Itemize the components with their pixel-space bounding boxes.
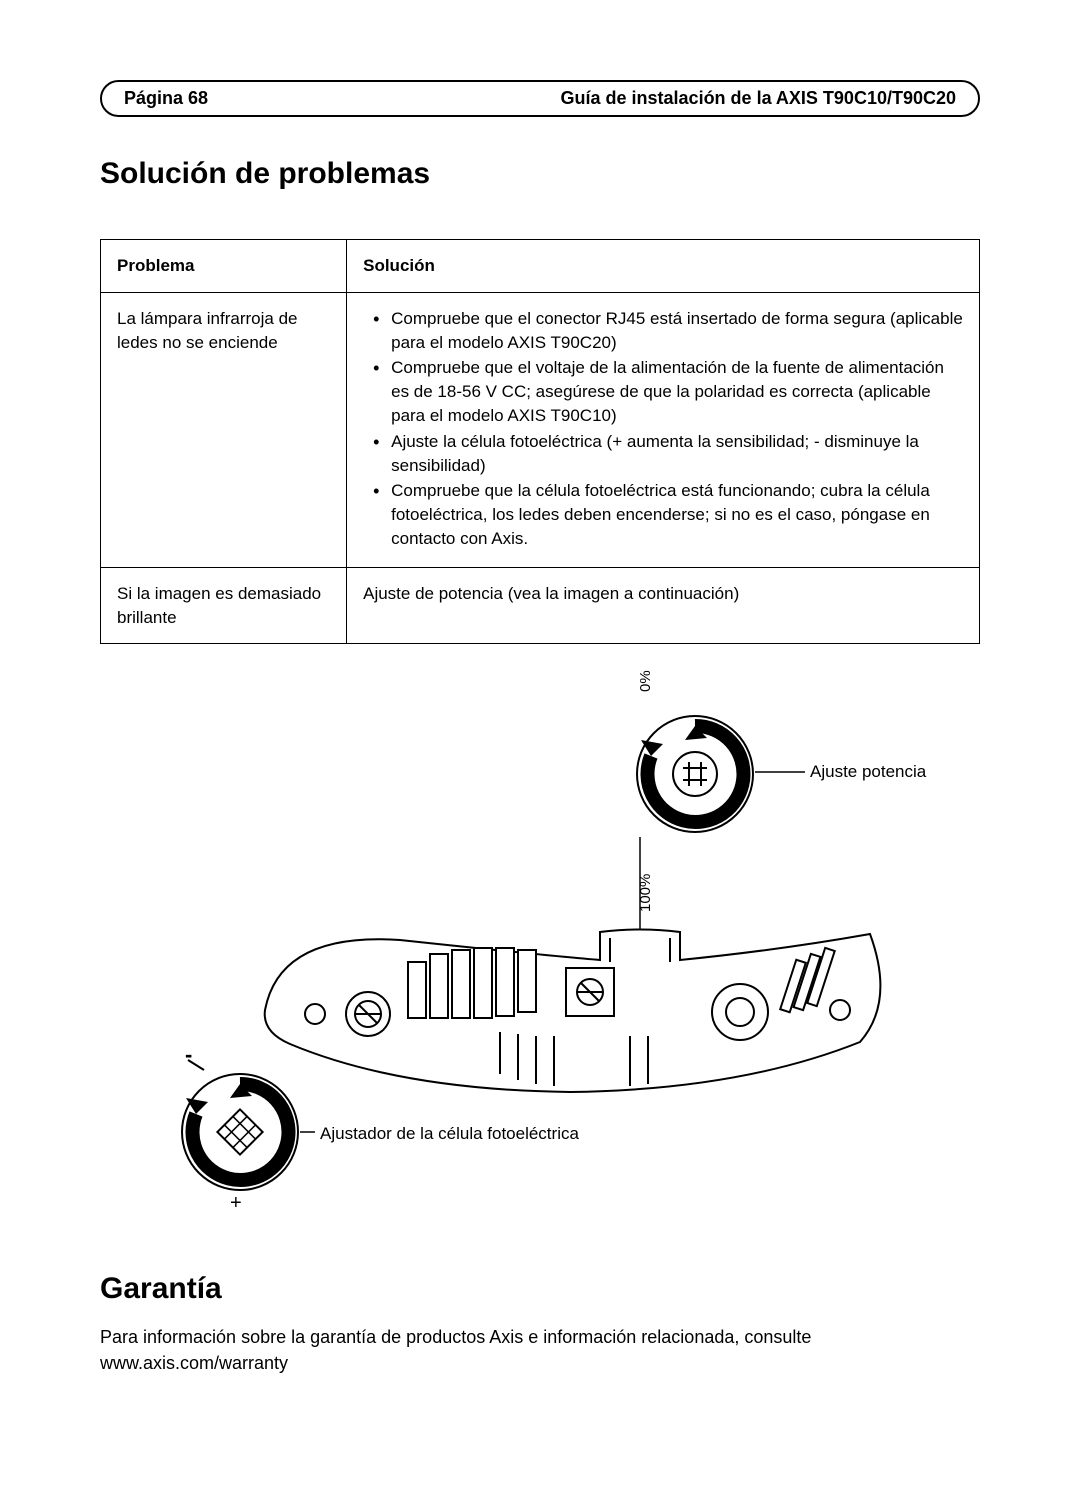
warranty-title: Garantía	[100, 1272, 980, 1306]
row2-problem: Si la imagen es demasiado brillante	[101, 567, 347, 644]
zero-percent-label: 0%	[637, 671, 654, 693]
troubleshoot-title: Solución de problemas	[100, 157, 980, 191]
document-title: Guía de instalación de la AXIS T90C10/T9…	[561, 88, 956, 109]
diagram: 0% 100% Ajuste potencia Ajustador de la …	[100, 692, 980, 1232]
row1-problem: La lámpara infrarroja de ledes no se enc…	[101, 292, 347, 567]
table-row: Si la imagen es demasiado brillante Ajus…	[101, 567, 980, 644]
troubleshoot-table: Problema Solución La lámpara infrarroja …	[100, 239, 980, 644]
col-header-solution: Solución	[347, 240, 980, 293]
photocell-dial-icon	[182, 1074, 298, 1190]
list-item: Ajuste la célula fotoeléctrica (+ aument…	[391, 430, 963, 478]
warranty-body: Para información sobre la garantía de pr…	[100, 1324, 980, 1376]
list-item: Compruebe que el conector RJ45 está inse…	[391, 307, 963, 355]
list-item: Compruebe que el voltaje de la alimentac…	[391, 356, 963, 427]
table-row: La lámpara infrarroja de ledes no se enc…	[101, 292, 980, 567]
page-header: Página 68 Guía de instalación de la AXIS…	[100, 80, 980, 117]
pcb-outline-icon	[265, 930, 881, 1093]
board-diagram-svg	[100, 692, 980, 1232]
row1-solution: Compruebe que el conector RJ45 está inse…	[347, 292, 980, 567]
power-dial-icon	[637, 716, 753, 832]
row2-solution: Ajuste de potencia (vea la imagen a cont…	[347, 567, 980, 644]
list-item: Compruebe que la célula fotoeléctrica es…	[391, 479, 963, 550]
col-header-problem: Problema	[101, 240, 347, 293]
page-number: Página 68	[124, 88, 208, 109]
